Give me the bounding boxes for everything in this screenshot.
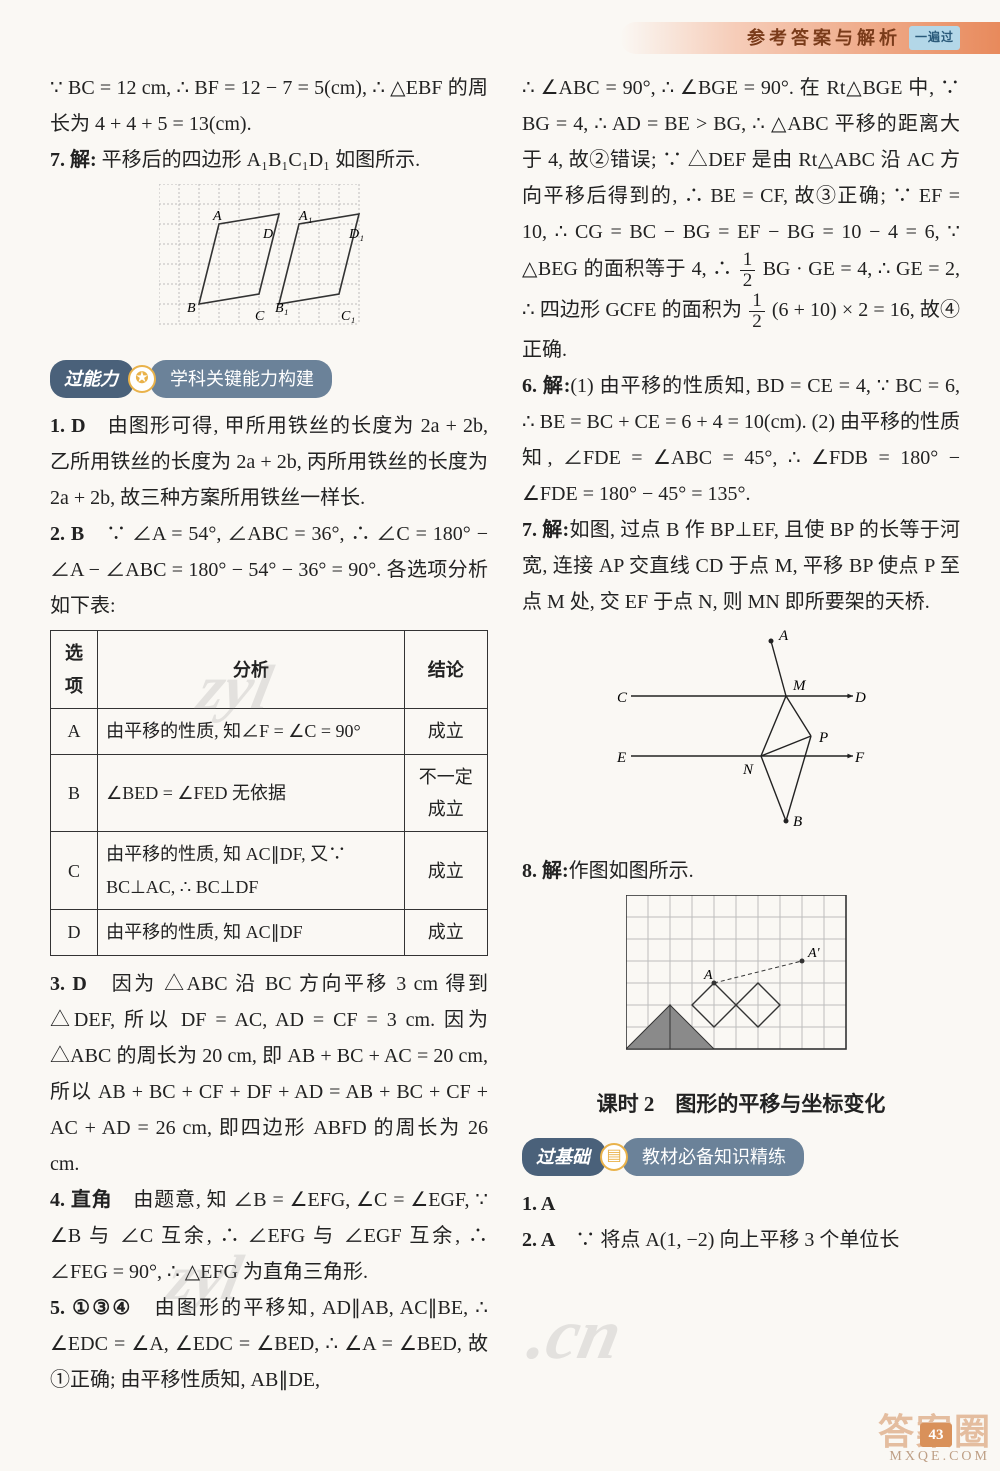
section-title-2: 课时 2 图形的平移与坐标变化 [522, 1086, 960, 1124]
table-header: 分析 [98, 631, 405, 709]
pill2-left: 过基础 [522, 1138, 606, 1176]
table-header: 结论 [404, 631, 487, 709]
table-cell: B [51, 754, 98, 832]
table-cell: 由平移的性质, 知∠F = ∠C = 90° [98, 709, 405, 754]
q3: 3. D 因为 △ABC 沿 BC 方向平移 3 cm 得到 △DEF, 所以 … [50, 966, 488, 1182]
table-row: B∠BED = ∠FED 无依据不一定成立 [51, 754, 488, 832]
svg-grid2: A A' [626, 895, 856, 1060]
q2: 2. B ∵ ∠A = 54°, ∠ABC = 36°, ∴ ∠C = 180°… [50, 516, 488, 624]
header-bar: 参考答案与解析 一遍过 [620, 22, 1000, 54]
section-pill-ability: 过能力 ✪ 学科关键能力构建 [50, 360, 488, 398]
q1: 1. D 由图形可得, 甲所用铁丝的长度为 2a + 2b, 乙所用铁丝的长度为… [50, 408, 488, 516]
q6: 6. 解:(1) 由平移的性质知, BD = CE = 4, ∵ BC = 6,… [522, 368, 960, 512]
svg-text:P: P [818, 730, 828, 746]
table-cell: A [51, 709, 98, 754]
right-top: ∴ ∠ABC = 90°, ∴ ∠BGE = 90°. 在 Rt△BGE 中, … [522, 70, 960, 368]
frac-half-1: 12 [740, 250, 756, 291]
pill-right: 学科关键能力构建 [150, 360, 332, 398]
table-row: D由平移的性质, 知 AC∥DF成立 [51, 910, 488, 955]
para-bc: ∵ BC = 12 cm, ∴ BF = 12 − 7 = 5(cm), ∴ △… [50, 70, 488, 142]
svg-text:B₁: B₁ [275, 301, 288, 316]
svg-text:D: D [262, 227, 273, 242]
table-row: A由平移的性质, 知∠F = ∠C = 90°成立 [51, 709, 488, 754]
svg-text:C: C [617, 690, 628, 706]
q7-right: 7. 解:如图, 过点 B 作 BP⊥EF, 且使 BP 的长等于河宽, 连接 … [522, 512, 960, 620]
svg-text:F: F [854, 750, 865, 766]
svg-grid1: A D B C A₁ D₁ B₁ C₁ [159, 184, 379, 334]
q4: 4. 直角 由题意, 知 ∠B = ∠EFG, ∠C = ∠EGF, ∵ ∠B … [50, 1182, 488, 1290]
table-cell: 成立 [404, 709, 487, 754]
svg-text:B: B [793, 814, 802, 830]
page-number: 43 [920, 1423, 952, 1447]
pill2-right: 教材必备知识精练 [622, 1138, 804, 1176]
table-cell: 成立 [404, 832, 487, 910]
r1: 1. A [522, 1186, 960, 1222]
r2: 2. A ∵ 将点 A(1, −2) 向上平移 3 个单位长 [522, 1222, 960, 1258]
svg-text:C: C [255, 309, 265, 324]
svg-text:M: M [792, 678, 807, 694]
table-cell: 由平移的性质, 知 AC∥DF [98, 910, 405, 955]
svg-text:N: N [742, 762, 754, 778]
svg-text:D: D [854, 690, 866, 706]
svg-text:B: B [187, 301, 196, 316]
table-cell: 成立 [404, 910, 487, 955]
table-cell: 由平移的性质, 知 AC∥DF, 又∵ BC⊥AC, ∴ BC⊥DF [98, 832, 405, 910]
svg-text:A₁: A₁ [298, 209, 312, 224]
q5: 5. ①③④ 由图形的平移知, AD∥AB, AC∥BE, ∴ ∠EDC = ∠… [50, 1290, 488, 1398]
table-cell: ∠BED = ∠FED 无依据 [98, 754, 405, 832]
fig-grid2: A A' [522, 895, 960, 1072]
book-icon: ▤ [600, 1143, 628, 1171]
svg-text:A': A' [807, 946, 821, 961]
svg-text:A: A [778, 628, 789, 644]
frac-half-2: 12 [749, 291, 765, 332]
svg-text:A: A [212, 209, 222, 224]
medal-icon: ✪ [128, 365, 156, 393]
header-title: 参考答案与解析 [747, 22, 901, 54]
svg-text:D₁: D₁ [348, 227, 364, 242]
svg-bridge: A C D M P E N F B [611, 626, 871, 831]
fig-translation-grid: A D B C A₁ D₁ B₁ C₁ [50, 184, 488, 346]
q8: 8. 解:作图如图所示. [522, 853, 960, 889]
pill-left: 过能力 [50, 360, 134, 398]
header-tag: 一遍过 [909, 26, 960, 50]
svg-text:E: E [616, 750, 626, 766]
table-cell: 不一定成立 [404, 754, 487, 832]
table-header: 选项 [51, 631, 98, 709]
svg-text:C₁: C₁ [341, 309, 355, 324]
table-row: C由平移的性质, 知 AC∥DF, 又∵ BC⊥AC, ∴ BC⊥DF成立 [51, 832, 488, 910]
content-columns: ∵ BC = 12 cm, ∴ BF = 12 − 7 = 5(cm), ∴ △… [50, 70, 960, 1441]
q7-left: 7. 解: 平移后的四边形 A₁B₁C₁D₁ 如图所示. [50, 142, 488, 178]
table-cell: D [51, 910, 98, 955]
fig-bridge: A C D M P E N F B [522, 626, 960, 843]
section-pill-basic: 过基础 ▤ 教材必备知识精练 [522, 1138, 960, 1176]
analysis-table: 选项分析结论 A由平移的性质, 知∠F = ∠C = 90°成立B∠BED = … [50, 630, 488, 955]
table-cell: C [51, 832, 98, 910]
svg-text:A: A [703, 968, 713, 983]
